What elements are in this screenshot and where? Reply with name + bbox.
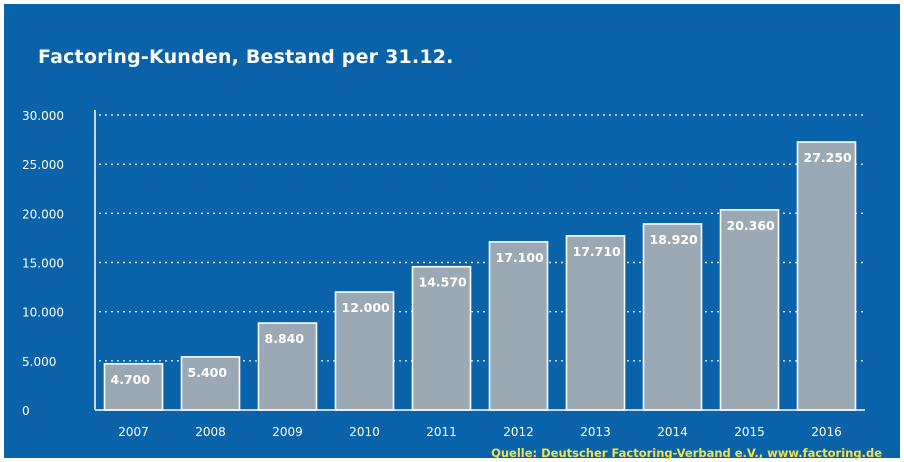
bar <box>719 208 780 411</box>
bar-value-label: 12.000 <box>342 300 391 315</box>
bar <box>488 241 549 411</box>
x-tick-label: 2013 <box>580 425 611 439</box>
bar-value-label: 5.400 <box>188 365 228 380</box>
bar-value-label: 18.920 <box>650 232 699 247</box>
x-tick-label: 2011 <box>426 425 457 439</box>
x-tick-label: 2010 <box>349 425 380 439</box>
x-tick-label: 2016 <box>811 425 842 439</box>
x-tick-label: 2015 <box>734 425 765 439</box>
x-tick-label: 2012 <box>503 425 534 439</box>
y-tick-label: 15.000 <box>22 257 64 271</box>
bar <box>180 356 241 411</box>
x-tick-label: 2007 <box>118 425 149 439</box>
bar <box>642 223 703 411</box>
y-tick-label: 5.000 <box>22 355 56 369</box>
bar <box>257 322 318 411</box>
bar <box>565 235 626 411</box>
bar <box>334 291 395 411</box>
bar-value-label: 17.100 <box>496 250 545 265</box>
y-tick-label: 30.000 <box>22 109 64 123</box>
x-tick-label: 2014 <box>657 425 688 439</box>
bar-value-label: 27.250 <box>804 150 853 165</box>
y-tick-label: 25.000 <box>22 158 64 172</box>
x-tick-label: 2009 <box>272 425 303 439</box>
bar-value-label: 20.360 <box>727 218 776 233</box>
x-tick-label: 2008 <box>195 425 226 439</box>
bar <box>796 141 857 411</box>
y-tick-label: 0 <box>22 404 30 418</box>
bar <box>411 265 472 411</box>
bar-value-label: 17.710 <box>573 244 622 259</box>
bar-value-label: 8.840 <box>265 331 305 346</box>
bar <box>103 362 164 411</box>
bar-value-label: 14.570 <box>419 275 468 290</box>
y-tick-label: 10.000 <box>22 306 64 320</box>
chart-title: Factoring-Kunden, Bestand per 31.12. <box>38 46 454 68</box>
source-note: Quelle: Deutscher Factoring-Verband e.V.… <box>491 446 882 460</box>
y-tick-label: 20.000 <box>22 207 64 221</box>
bar-value-label: 4.700 <box>111 372 151 387</box>
